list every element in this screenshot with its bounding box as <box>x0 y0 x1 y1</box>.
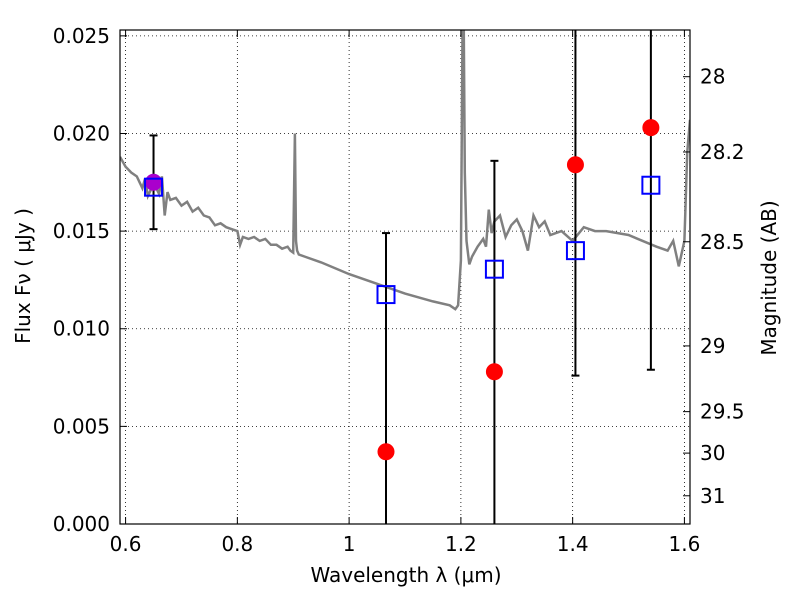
axis-ticks: 0.6 0.8 1 1.2 1.4 1.6 0.000 0.005 0.010 0.015 0.02… <box>53 24 745 556</box>
mag-tick-label: 29.5 <box>700 400 745 424</box>
observed-point <box>566 156 584 174</box>
mag-tick-label: 28 <box>700 65 725 89</box>
error-bars <box>149 30 655 524</box>
mag-tick-label: 30 <box>700 441 725 465</box>
model-square <box>565 241 585 261</box>
model-square <box>641 175 661 195</box>
x-tick-label: 1.2 <box>445 532 477 556</box>
y-tick-label: 0.020 <box>53 121 110 145</box>
y-axis-label-left-text: Flux Fν ( μJy ) <box>11 208 35 344</box>
model-squares <box>144 175 661 305</box>
mag-tick-label: 28.2 <box>700 140 745 164</box>
observed-points <box>145 119 660 461</box>
y-tick-label: 0.025 <box>53 24 110 48</box>
x-tick-label: 1 <box>343 532 356 556</box>
observed-point <box>485 363 503 381</box>
y-axis-label-left: Flux Fν ( μJy ) <box>11 208 35 344</box>
x-tick-label: 0.6 <box>110 532 142 556</box>
y-axis-label-right: Magnitude (AB) <box>757 200 781 355</box>
x-tick-label: 1.4 <box>557 532 589 556</box>
model-square <box>376 285 396 305</box>
observed-point <box>377 443 395 461</box>
x-axis-label: Wavelength λ (μm) <box>310 563 501 587</box>
model-square <box>144 177 164 197</box>
y-tick-label: 0.000 <box>53 512 110 536</box>
x-tick-label: 0.8 <box>221 532 253 556</box>
model-square <box>484 259 504 279</box>
y-tick-label: 0.010 <box>53 317 110 341</box>
observed-point <box>642 119 660 137</box>
grid-lines <box>120 30 690 525</box>
template-spectrum-line <box>120 30 690 311</box>
template-spectrum <box>120 30 690 311</box>
mag-tick-label: 29 <box>700 334 725 358</box>
x-tick-label: 1.6 <box>669 532 701 556</box>
y-tick-label: 0.005 <box>53 414 110 438</box>
mag-tick-label: 28.5 <box>700 230 745 254</box>
mag-tick-label: 31 <box>700 484 725 508</box>
plot-frame <box>119 29 691 525</box>
observed-point <box>145 173 163 191</box>
y-tick-label: 0.015 <box>53 219 110 243</box>
